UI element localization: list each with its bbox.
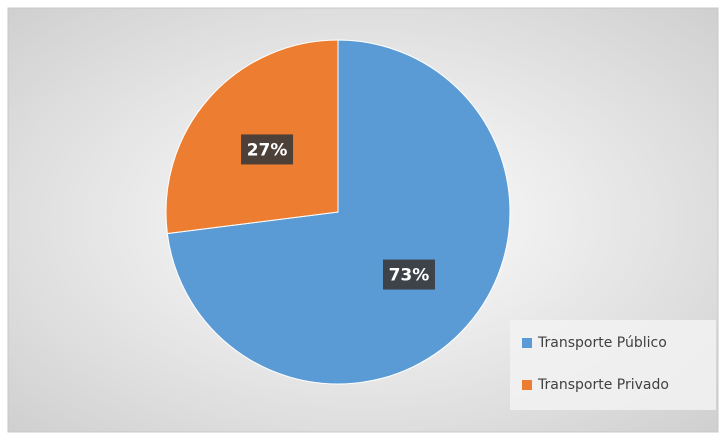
data-label-box <box>382 259 435 290</box>
legend-box <box>510 320 716 410</box>
data-label-box <box>241 134 294 165</box>
pie-slice <box>166 39 511 385</box>
legend-label: Transporte Público <box>537 335 667 351</box>
legend-swatch <box>522 380 532 390</box>
data-label: 73% <box>389 266 430 286</box>
data-label: 27% <box>247 140 288 160</box>
legend-label: Transporte Privado <box>537 377 669 393</box>
legend-swatch <box>522 338 532 348</box>
